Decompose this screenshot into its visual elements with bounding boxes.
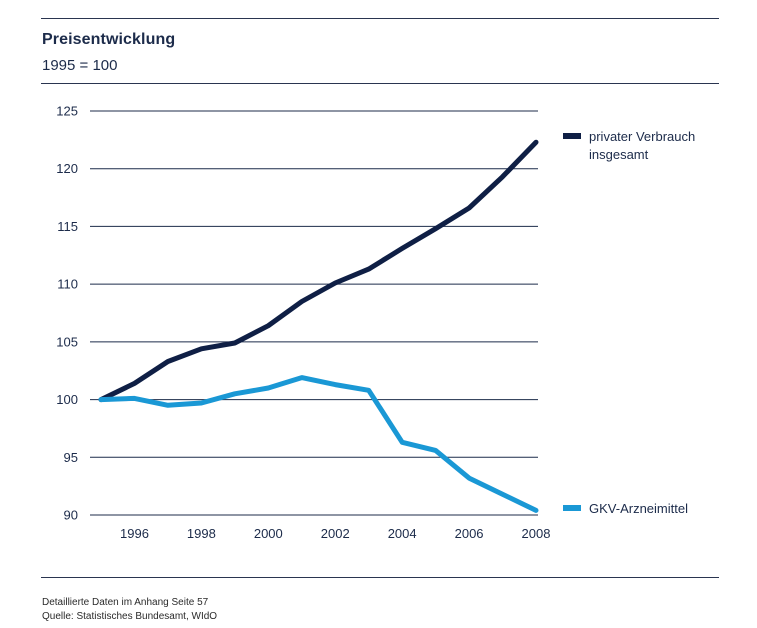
chart-subtitle: 1995 = 100 [42,57,118,74]
x-tick-label: 1998 [187,526,216,541]
y-tick-label: 115 [57,219,78,234]
legend-swatch-gkv-drugs [563,505,581,511]
x-tick-label: 1996 [120,526,149,541]
legend-label-gkv-drugs: GKV-Arzneimittel [589,501,688,516]
y-tick-label: 95 [64,450,78,465]
footnote-source: Quelle: Statistisches Bundesamt, WIdO [42,611,218,622]
x-tick-label: 2008 [522,526,551,541]
x-tick-label: 2002 [321,526,350,541]
x-tick-label: 2000 [254,526,283,541]
legend-swatch-private-consumption [563,133,581,139]
x-axis-ticks: 1996 1998 2000 2002 2004 2006 2008 [120,526,550,541]
y-tick-label: 105 [56,334,78,349]
y-tick-label: 125 [56,104,78,119]
x-tick-label: 2006 [455,526,484,541]
line-private-consumption [98,139,539,403]
legend-item-private-consumption: privater Verbrauch insgesamt [563,128,739,164]
chart-title: Preisentwicklung [42,31,176,48]
footer-rule [41,577,719,578]
y-axis-ticks: 90 95 100 105 110 115 120 125 [56,104,78,523]
top-rule [41,18,719,19]
line-gkv-drugs [98,375,539,513]
y-tick-label: 90 [64,508,78,523]
footnote-details: Detaillierte Daten im Anhang Seite 57 [42,597,209,608]
gridlines [90,110,538,516]
legend-label-private-consumption: privater Verbrauch insgesamt [589,129,696,162]
y-tick-label: 120 [56,161,78,176]
header-rule [41,83,719,84]
series-lines [98,139,539,513]
y-tick-label: 110 [57,277,78,292]
legend-item-gkv-drugs: GKV-Arzneimittel [563,500,688,518]
y-tick-label: 100 [56,392,78,407]
x-tick-label: 2004 [388,526,417,541]
